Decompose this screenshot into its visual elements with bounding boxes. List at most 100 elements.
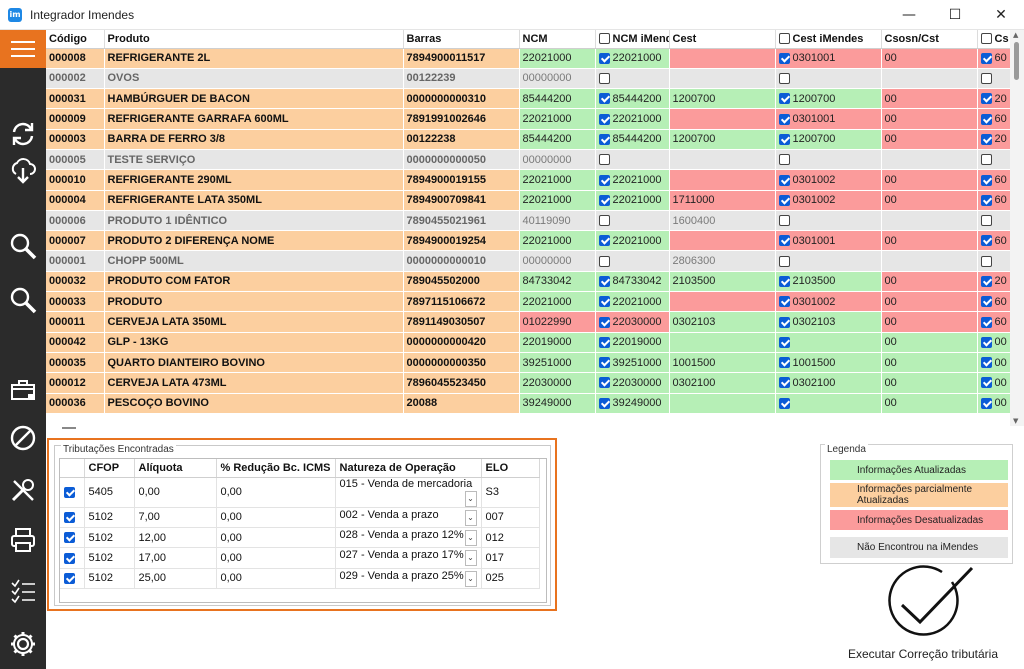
row-checkbox[interactable] [778, 296, 790, 308]
row-checkbox[interactable] [598, 73, 610, 85]
row-checkbox[interactable] [598, 235, 610, 247]
row-checkbox[interactable] [778, 194, 790, 206]
scroll-up-icon[interactable]: ▲ [1013, 31, 1019, 39]
cell-natureza[interactable]: 028 - Venda a prazo 12% ⌄ [335, 527, 482, 549]
table-row[interactable]: 000036 PESCOÇO BOVINO 20088 39249000 3924900… [46, 393, 1010, 414]
row-checkbox[interactable] [980, 113, 992, 125]
row-checkbox[interactable] [778, 73, 790, 85]
tributacao-row[interactable]: 5405 0,00 0,00 015 - Venda de mercadoria ⌄ S3 [60, 477, 540, 508]
row-checkbox[interactable] [980, 397, 992, 409]
search-button[interactable] [0, 226, 46, 266]
row-checkbox[interactable] [980, 154, 992, 166]
tools-button[interactable] [0, 470, 46, 510]
col-natureza[interactable]: Natureza de Operação [335, 459, 482, 478]
col-cest[interactable]: Cest [669, 30, 776, 49]
chevron-down-icon[interactable]: ⌄ [464, 509, 477, 526]
row-checkbox[interactable] [598, 336, 610, 348]
row-checkbox[interactable] [598, 215, 610, 227]
row-checkbox[interactable] [980, 255, 992, 267]
row-checkbox[interactable] [980, 52, 992, 64]
cloud-download-button[interactable] [0, 150, 46, 190]
row-checkbox[interactable] [778, 255, 790, 267]
row-checkbox[interactable] [598, 113, 610, 125]
settings-button[interactable] [0, 624, 46, 664]
table-row[interactable]: 000005 TESTE SERVIÇO 0000000000050 00000000 [46, 149, 1010, 171]
row-checkbox[interactable] [980, 316, 992, 328]
row-checkbox[interactable] [598, 276, 610, 287]
row-checkbox[interactable] [778, 276, 790, 287]
col-csosn-cst[interactable]: Csosn/Cst [881, 30, 978, 49]
row-checkbox[interactable] [598, 154, 610, 166]
splitter-handle[interactable] [62, 427, 76, 429]
maximize-button[interactable]: ☐ [948, 7, 962, 23]
grid-vertical-scrollbar[interactable]: ▲ ▼ [1010, 30, 1024, 426]
row-checkbox[interactable] [778, 336, 790, 348]
execute-label[interactable]: Executar Correção tributária [847, 647, 999, 661]
row-checkbox[interactable] [980, 215, 992, 227]
row-checkbox[interactable] [598, 93, 610, 105]
row-checkbox[interactable] [980, 357, 992, 369]
print-button[interactable] [0, 520, 46, 560]
tributacao-checkbox[interactable] [64, 552, 75, 564]
table-row[interactable]: 000008 REFRIGERANTE 2L 7894900011517 220210… [46, 48, 1010, 69]
scroll-down-icon[interactable]: ▼ [1013, 417, 1019, 425]
header-checkbox[interactable] [980, 33, 992, 45]
table-row[interactable]: 000009 REFRIGERANTE GARRAFA 600ML 78919910… [46, 108, 1010, 130]
checklist-button[interactable] [0, 570, 46, 610]
table-row[interactable]: 000032 PRODUTO COM FATOR 789045502000 84733… [46, 271, 1010, 293]
table-row[interactable]: 000035 QUARTO DIANTEIRO BOVINO 00000000003… [46, 352, 1010, 374]
header-checkbox[interactable] [778, 33, 790, 45]
chevron-down-icon[interactable]: ⌄ [464, 570, 477, 587]
row-checkbox[interactable] [598, 133, 610, 145]
row-checkbox[interactable] [778, 93, 790, 105]
header-checkbox[interactable] [598, 33, 610, 45]
row-checkbox[interactable] [778, 235, 790, 247]
row-checkbox[interactable] [778, 397, 790, 409]
table-row[interactable]: 000042 GLP - 13KG 0000000000420 22019000 220… [46, 332, 1010, 353]
cell-natureza[interactable]: 027 - Venda a prazo 17% ⌄ [335, 547, 482, 569]
box-button[interactable] [0, 370, 46, 410]
col-cfop[interactable]: CFOP [84, 459, 135, 478]
row-checkbox[interactable] [598, 397, 610, 409]
table-row[interactable]: 000004 REFRIGERANTE LATA 350ML 78949007098… [46, 190, 1010, 211]
row-checkbox[interactable] [980, 235, 992, 247]
col-elo[interactable]: ELO [481, 459, 540, 478]
table-row[interactable]: 000007 PRODUTO 2 DIFERENÇA NOME 7894900019… [46, 230, 1010, 252]
table-row[interactable]: 000012 CERVEJA LATA 473ML 7896045523450 220… [46, 372, 1010, 394]
row-checkbox[interactable] [980, 73, 992, 85]
minimize-button[interactable]: — [902, 7, 916, 23]
row-checkbox[interactable] [980, 276, 992, 287]
row-checkbox[interactable] [598, 357, 610, 369]
col-codigo[interactable]: Código [46, 30, 105, 49]
table-row[interactable]: 000003 BARRA DE FERRO 3/8 00122238 85444200… [46, 129, 1010, 150]
table-row[interactable]: 000033 PRODUTO 7897115106672 22021000 220210… [46, 291, 1010, 313]
tributacao-checkbox[interactable] [64, 511, 75, 523]
col-cs[interactable]: Cs [977, 30, 1010, 49]
row-checkbox[interactable] [778, 154, 790, 166]
tributacao-checkbox[interactable] [64, 572, 75, 584]
row-checkbox[interactable] [778, 377, 790, 389]
col-reducao[interactable]: % Redução Bc. ICMS [216, 459, 336, 478]
col-cest-imendes[interactable]: Cest iMendes [775, 30, 882, 49]
col-ncm[interactable]: NCM [519, 30, 596, 49]
row-checkbox[interactable] [778, 357, 790, 369]
row-checkbox[interactable] [980, 133, 992, 145]
tributacao-row[interactable]: 5102 25,00 0,00 029 - Venda a prazo 25% ⌄ 025 [60, 568, 540, 590]
cell-natureza[interactable]: 002 - Venda a prazo ⌄ [335, 507, 482, 528]
chevron-down-icon[interactable]: ⌄ [464, 550, 477, 567]
table-row[interactable]: 000010 REFRIGERANTE 290ML 7894900019155 220… [46, 169, 1010, 191]
row-checkbox[interactable] [598, 296, 610, 308]
table-row[interactable]: 000031 HAMBÚRGUER DE BACON 0000000000310 85… [46, 88, 1010, 110]
tributacao-checkbox[interactable] [64, 486, 75, 498]
row-checkbox[interactable] [598, 174, 610, 186]
row-checkbox[interactable] [980, 377, 992, 389]
chevron-down-icon[interactable]: ⌄ [464, 530, 477, 547]
search-advanced-button[interactable] [0, 280, 46, 320]
tributacao-checkbox[interactable] [64, 532, 75, 544]
row-checkbox[interactable] [980, 194, 992, 206]
table-row[interactable]: 000002 OVOS 00122239 00000000 [46, 68, 1010, 90]
col-produto[interactable]: Produto [104, 30, 404, 49]
cell-natureza[interactable]: 029 - Venda a prazo 25% ⌄ [335, 568, 482, 590]
row-checkbox[interactable] [980, 93, 992, 105]
table-row[interactable]: 000011 CERVEJA LATA 350ML 7891149030507 010… [46, 311, 1010, 333]
